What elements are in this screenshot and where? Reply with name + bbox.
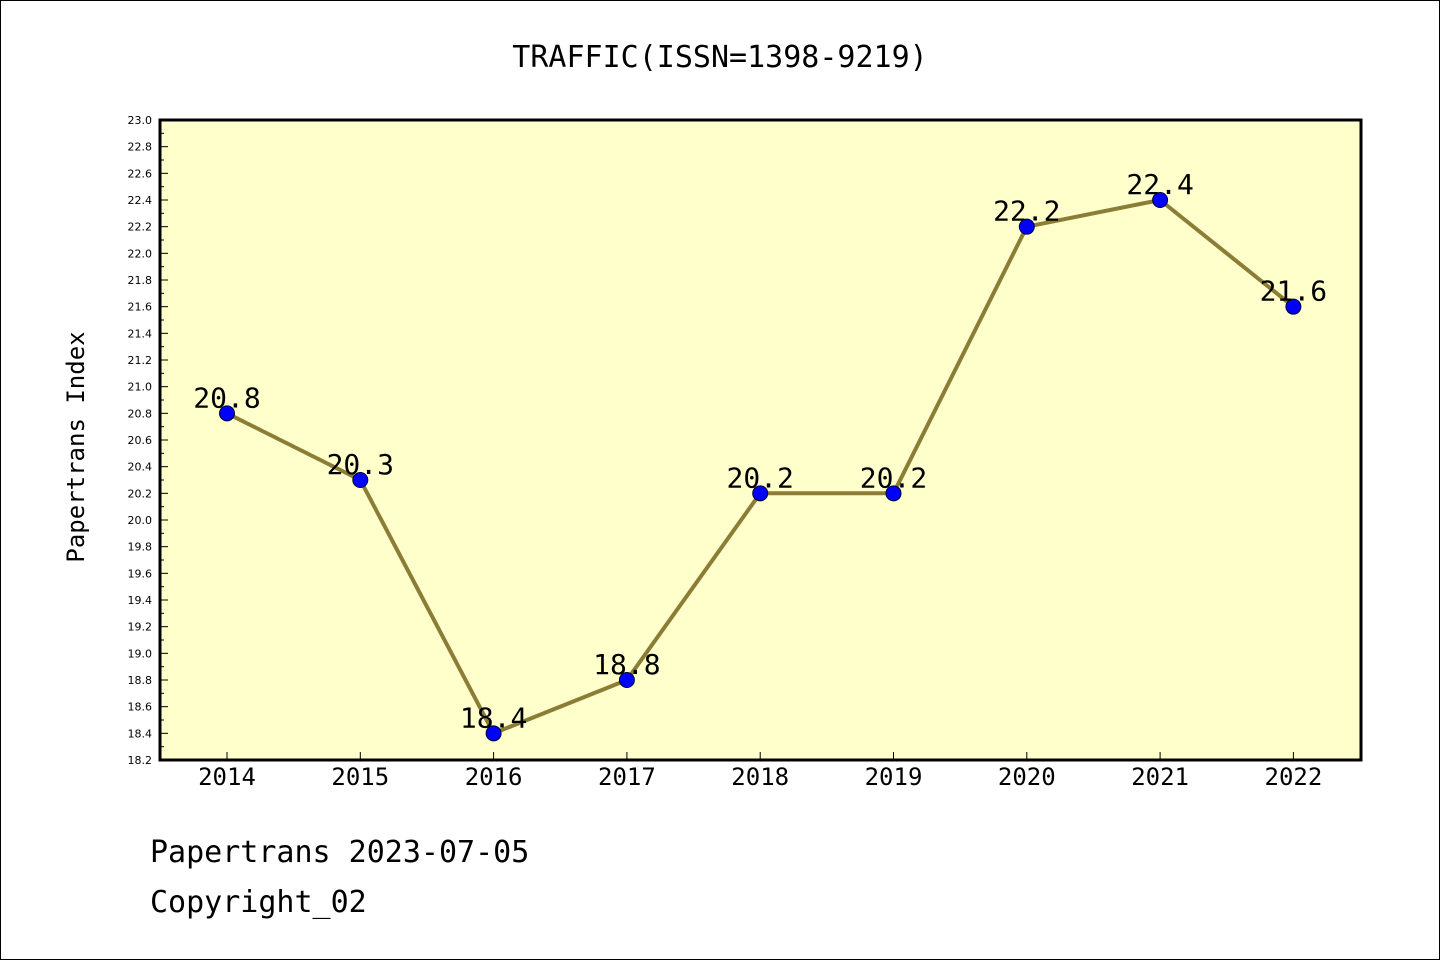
y-axis-label: Papertrans Index [62,331,90,562]
y-tick-label: 18.6 [128,701,153,714]
data-point [618,672,635,688]
y-tick-label: 21.0 [128,381,153,394]
data-point [1152,192,1169,208]
footer-date: Papertrans 2023-07-05 [150,835,530,870]
data-point [485,725,502,742]
y-tick-label: 18.2 [128,754,153,767]
y-tick-label: 22.2 [128,221,153,234]
x-tick-label: 2021 [1131,763,1189,791]
y-tick-label: 22.8 [128,141,153,154]
footer-copyright: Copyright_02 [150,885,367,920]
chart-title: TRAFFIC(ISSN=1398-9219) [512,40,927,75]
y-tick-label: 18.4 [128,727,153,740]
y-tick-label: 19.8 [128,541,153,554]
x-tick-label: 2020 [998,763,1056,791]
y-tick-label: 20.4 [128,461,153,474]
x-tick-label: 2018 [731,763,789,791]
data-label: 20.8 [193,381,260,414]
data-point [1018,218,1035,235]
x-tick-label: 2016 [465,763,523,791]
data-point [1285,298,1302,315]
y-tick-label: 23.0 [128,114,153,127]
y-tick-label: 19.4 [128,594,153,607]
y-tick-label: 22.0 [128,247,153,260]
data-point [752,485,769,502]
x-tick-label: 2014 [198,763,256,791]
y-tick-label: 18.8 [128,674,153,687]
y-tick-label: 22.4 [128,194,153,207]
data-label: 18.4 [460,701,527,734]
y-tick-label: 20.8 [128,407,153,420]
y-tick-label: 21.6 [128,301,153,314]
y-tick-label: 19.2 [128,621,153,634]
data-label: 18.8 [593,648,660,681]
plot-background [160,120,1361,760]
y-tick-label: 19.6 [128,567,153,580]
data-label: 21.6 [1260,275,1327,308]
x-tick-label: 2022 [1265,763,1323,791]
y-tick-label: 20.2 [128,487,153,500]
data-label: 20.2 [860,461,927,494]
data-label: 22.2 [993,195,1060,228]
y-tick-label: 21.8 [128,274,153,287]
data-point [885,485,902,502]
y-tick-label: 21.2 [128,354,153,367]
data-point [352,472,369,488]
y-tick-label: 20.6 [128,434,153,447]
data-point [219,405,235,422]
x-tick-label: 2017 [598,763,656,791]
y-tick-label: 20.0 [128,514,153,527]
y-tick-label: 21.4 [128,327,153,340]
data-label: 20.3 [327,448,394,481]
data-label: 22.4 [1126,168,1193,201]
data-label: 20.2 [726,461,793,494]
plot-area: 18.2 18.4 18.6 18.8 19.0 19.2 19.4 19.6 19.8 20.0… [128,114,1363,791]
y-tick-label: 22.6 [128,167,153,180]
x-tick-label: 2019 [865,763,923,791]
x-tick-label: 2015 [331,763,389,791]
plot-border [158,118,1363,762]
y-tick-label: 19.0 [128,647,153,660]
